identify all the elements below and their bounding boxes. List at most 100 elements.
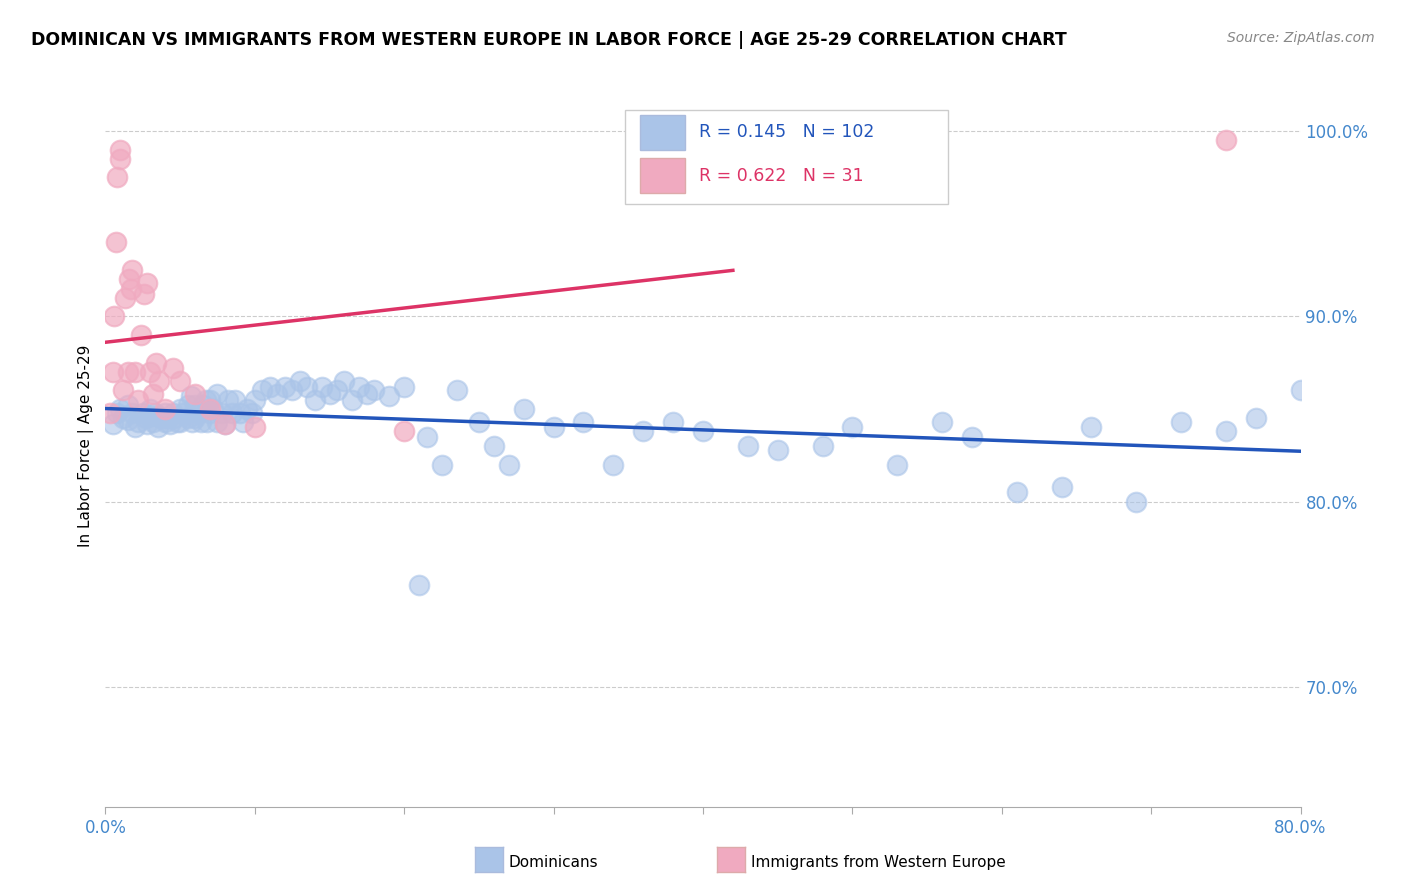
- Point: [110, 143, 132, 157]
- Bar: [640, 159, 685, 194]
- Point: [101, 417, 124, 431]
- Point: [217, 392, 239, 407]
- Point: [162, 361, 184, 376]
- Point: [142, 387, 165, 401]
- Point: [112, 384, 135, 398]
- Point: [326, 384, 349, 398]
- Point: [446, 384, 468, 398]
- Point: [1125, 494, 1147, 508]
- Point: [468, 415, 491, 429]
- Point: [232, 415, 254, 429]
- Point: [184, 387, 207, 401]
- Text: Immigrants from Western Europe: Immigrants from Western Europe: [751, 855, 1005, 870]
- Point: [318, 387, 340, 401]
- Point: [295, 380, 318, 394]
- Point: [136, 276, 159, 290]
- Bar: [640, 115, 685, 150]
- Point: [148, 374, 170, 388]
- Point: [136, 417, 159, 431]
- Point: [121, 406, 143, 420]
- Point: [513, 401, 536, 416]
- Point: [103, 310, 125, 324]
- Point: [266, 387, 288, 401]
- Point: [139, 401, 162, 416]
- Point: [124, 420, 146, 434]
- Point: [931, 415, 953, 429]
- Point: [202, 401, 225, 416]
- Point: [1005, 485, 1028, 500]
- Point: [229, 406, 252, 420]
- Point: [1170, 415, 1192, 429]
- Point: [482, 439, 505, 453]
- Point: [155, 415, 177, 429]
- Point: [259, 380, 281, 394]
- Point: [207, 387, 229, 401]
- Point: [139, 365, 162, 379]
- Point: [363, 384, 385, 398]
- Point: [1215, 133, 1237, 147]
- Point: [139, 409, 162, 424]
- Point: [191, 398, 214, 412]
- Point: [169, 374, 191, 388]
- Point: [1244, 411, 1267, 425]
- Point: [766, 442, 789, 457]
- Point: [145, 356, 167, 370]
- Point: [117, 413, 139, 427]
- Point: [236, 401, 259, 416]
- Point: [117, 365, 139, 379]
- Point: [132, 406, 155, 420]
- Point: [207, 415, 229, 429]
- Point: [107, 170, 129, 185]
- Point: [288, 374, 311, 388]
- Point: [135, 411, 157, 425]
- Text: DOMINICAN VS IMMIGRANTS FROM WESTERN EUROPE IN LABOR FORCE | AGE 25-29 CORRELATI: DOMINICAN VS IMMIGRANTS FROM WESTERN EUR…: [31, 31, 1067, 49]
- Point: [543, 420, 565, 434]
- Point: [243, 392, 266, 407]
- Point: [737, 439, 759, 453]
- Text: Source: ZipAtlas.com: Source: ZipAtlas.com: [1227, 31, 1375, 45]
- Point: [572, 415, 595, 429]
- Point: [415, 430, 437, 444]
- Point: [224, 392, 246, 407]
- Point: [198, 401, 221, 416]
- Point: [134, 287, 156, 301]
- Point: [162, 406, 184, 420]
- Point: [1215, 424, 1237, 438]
- Point: [169, 401, 191, 416]
- Point: [163, 411, 186, 425]
- Point: [146, 409, 169, 424]
- Point: [184, 398, 207, 412]
- Point: [1080, 420, 1102, 434]
- Point: [142, 415, 165, 429]
- Point: [198, 406, 221, 420]
- Point: [340, 392, 363, 407]
- Point: [129, 327, 153, 342]
- Point: [98, 406, 121, 420]
- Point: [221, 406, 243, 420]
- Point: [195, 415, 218, 429]
- Point: [184, 411, 207, 425]
- Point: [214, 417, 236, 431]
- Point: [1289, 384, 1312, 398]
- Point: [127, 415, 149, 429]
- Text: R = 0.145   N = 102: R = 0.145 N = 102: [699, 123, 875, 142]
- Point: [273, 380, 295, 394]
- Point: [408, 578, 430, 592]
- Point: [124, 365, 146, 379]
- Point: [190, 415, 212, 429]
- Point: [394, 380, 416, 394]
- Point: [110, 401, 132, 416]
- Point: [252, 384, 274, 398]
- Point: [394, 424, 416, 438]
- Point: [498, 458, 520, 472]
- Point: [333, 374, 356, 388]
- Point: [886, 458, 908, 472]
- Point: [181, 415, 204, 429]
- Point: [107, 406, 129, 420]
- Point: [1050, 480, 1073, 494]
- Point: [633, 424, 655, 438]
- Point: [960, 430, 983, 444]
- Point: [378, 389, 401, 403]
- Point: [602, 458, 624, 472]
- Point: [304, 392, 326, 407]
